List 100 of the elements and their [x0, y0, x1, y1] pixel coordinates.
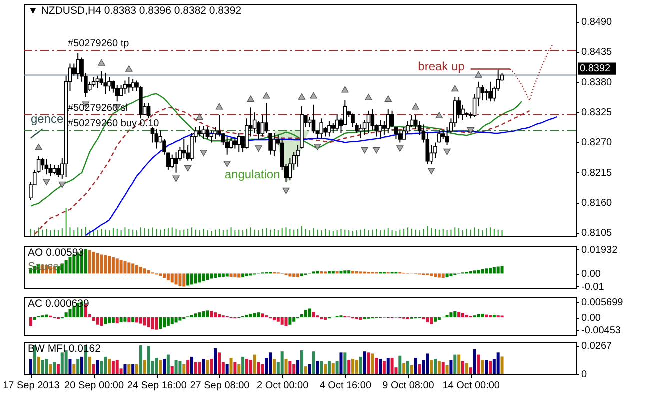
candlestick: [328, 120, 332, 138]
bar: [352, 359, 355, 374]
point: [444, 148, 451, 156]
bar: [124, 318, 127, 322]
bar: [308, 308, 312, 318]
bar: [261, 364, 264, 374]
bar: [461, 313, 464, 318]
bar: [288, 274, 292, 277]
bar: [202, 274, 206, 282]
bar: [226, 364, 229, 374]
bar: [151, 318, 154, 330]
bar: [198, 312, 202, 318]
bar: [242, 356, 245, 374]
bar: [292, 364, 296, 374]
x-tick-label: 4 Oct 16:00: [320, 380, 372, 392]
bar: [143, 360, 146, 374]
bar: [218, 274, 221, 278]
bar: [147, 270, 150, 274]
bar: [128, 318, 131, 322]
bar: [174, 318, 178, 323]
series-label: break up: [418, 59, 466, 74]
bar: [214, 274, 218, 278]
bar: [194, 314, 198, 318]
bar: [136, 364, 139, 374]
bar: [80, 356, 84, 374]
bar: [112, 361, 115, 374]
bar: [108, 359, 112, 374]
candlestick: [104, 72, 108, 95]
bar: [257, 312, 260, 318]
bar: [96, 253, 100, 274]
bar: [371, 354, 374, 374]
point: [184, 165, 192, 172]
bar: [92, 252, 96, 274]
bar: [210, 359, 214, 374]
x-tick-label: 9 Oct 08:00: [382, 380, 435, 392]
bar: [328, 361, 331, 374]
point: [298, 94, 306, 100]
bar: [488, 315, 492, 318]
bar: [45, 359, 48, 374]
bar: [390, 358, 394, 374]
bar: [446, 274, 449, 278]
bar: [116, 318, 119, 324]
candlestick: [170, 154, 174, 170]
bar: [178, 318, 182, 321]
bar: [348, 270, 351, 274]
bar: [434, 274, 437, 277]
bar: [88, 356, 92, 374]
candlestick: [210, 130, 214, 144]
bar: [458, 312, 461, 318]
bar: [218, 314, 221, 318]
bar: [430, 318, 434, 324]
bar: [64, 350, 68, 374]
y-tick-label: 0.8380: [582, 77, 613, 88]
bar: [128, 364, 131, 374]
bar: [485, 360, 488, 374]
point: [263, 92, 270, 99]
x-tick-label: 14 Oct 00:00: [442, 380, 500, 392]
candlestick: [398, 130, 402, 144]
bar: [492, 315, 496, 318]
bar: [418, 364, 422, 374]
bar: [159, 318, 162, 329]
bar: [222, 274, 225, 277]
y-tick-label: 0.01932: [582, 244, 618, 256]
bar: [288, 361, 292, 374]
bar: [147, 318, 150, 328]
bar: [186, 274, 190, 286]
line-series: [30, 128, 44, 139]
bar: [245, 274, 248, 276]
candlestick: [343, 100, 348, 126]
bar: [163, 318, 166, 328]
bar: [29, 318, 32, 326]
line-series: [30, 93, 523, 207]
bar: [92, 318, 96, 322]
bar: [108, 256, 112, 274]
bar: [166, 354, 170, 374]
bar: [174, 360, 178, 374]
bar: [206, 360, 210, 374]
bar: [166, 318, 170, 326]
bar: [214, 312, 218, 318]
point: [224, 160, 231, 168]
ref-line-label: #50279260 tp: [68, 38, 130, 50]
y-tick-label: 0.8270: [582, 138, 613, 149]
candlestick: [438, 130, 442, 144]
bar: [477, 354, 480, 374]
bar: [178, 361, 182, 374]
bar: [398, 356, 402, 374]
candlestick: [233, 138, 238, 150]
bar: [100, 254, 104, 274]
bar: [190, 315, 194, 318]
bar: [84, 249, 88, 274]
candlestick: [324, 126, 328, 138]
bar: [272, 359, 276, 374]
point: [172, 176, 180, 182]
bar: [136, 318, 139, 323]
bar: [139, 346, 142, 374]
bar: [316, 361, 320, 374]
bar: [132, 318, 135, 322]
point: [126, 66, 133, 72]
bar: [230, 358, 233, 374]
point: [255, 146, 262, 152]
